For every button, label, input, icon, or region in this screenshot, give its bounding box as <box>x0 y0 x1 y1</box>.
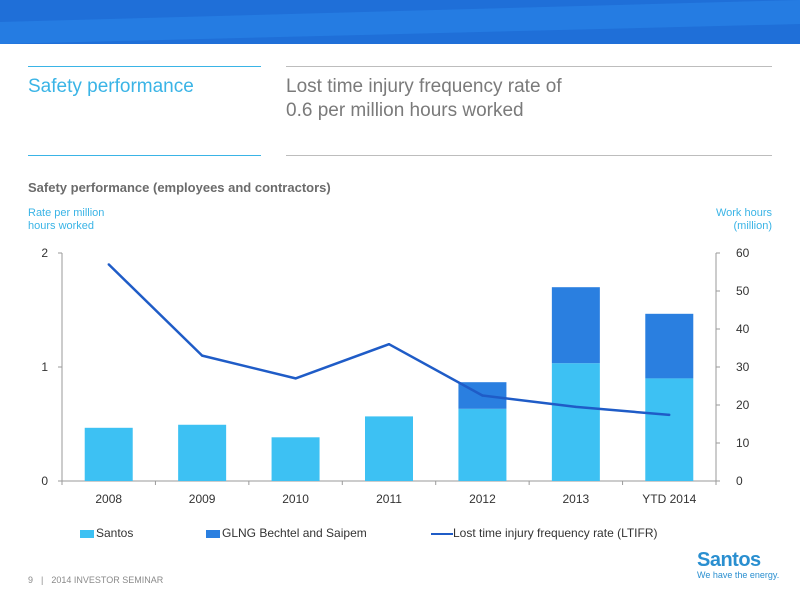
x-tick-label: 2010 <box>282 492 309 506</box>
right-tick-label: 50 <box>736 284 750 298</box>
right-tick-label: 60 <box>736 246 750 260</box>
bar-glng <box>551 287 600 364</box>
right-tick-label: 10 <box>736 436 750 450</box>
page-number: 9 <box>28 575 34 585</box>
ltifr-point <box>200 354 204 357</box>
ltifr-point <box>294 377 297 380</box>
ltifr-point <box>668 413 671 417</box>
footer: 9 | 2014 INVESTOR SEMINAR <box>28 575 163 585</box>
right-tick-label: 0 <box>736 474 743 488</box>
legend-label-ltifr: Lost time injury frequency rate (LTIFR) <box>453 526 658 540</box>
logo-brand: Santos <box>697 549 761 571</box>
header-band <box>0 0 800 44</box>
santos-logo: Santos We have the energy. <box>697 549 779 580</box>
ltifr-point <box>481 394 484 397</box>
right-tick-label: 40 <box>736 322 750 336</box>
right-tick-label: 30 <box>736 360 750 374</box>
legend-item-santos: Santos <box>80 526 200 542</box>
section-title-rule-bottom <box>28 155 261 156</box>
left-tick-label: 2 <box>41 246 48 260</box>
x-tick-label: 2008 <box>95 492 122 506</box>
legend-label-glng: GLNG Bechtel and Saipem <box>222 526 367 540</box>
headline-rule-top <box>286 66 772 67</box>
left-axis-label-line-2: hours worked <box>28 220 95 232</box>
ltifr-point <box>107 263 110 266</box>
bar-santos <box>178 424 227 481</box>
right-tick-label: 20 <box>736 398 750 412</box>
bar-santos <box>551 363 600 481</box>
legend-swatch-glng <box>206 530 220 538</box>
chart-title: Safety performance (employees and contra… <box>28 180 331 195</box>
left-axis-label: Rate per million hours worked <box>28 207 104 233</box>
x-tick-label: 2012 <box>469 492 496 506</box>
footer-separator: | <box>41 575 44 585</box>
section-title-rule-top <box>28 66 261 67</box>
bar-santos <box>645 378 694 481</box>
legend-item-glng: GLNG Bechtel and Saipem <box>206 526 406 542</box>
legend-item-ltifr: Lost time injury frequency rate (LTIFR) <box>431 526 711 542</box>
legend-label-santos: Santos <box>96 526 134 540</box>
x-tick-label: 2011 <box>376 492 402 506</box>
legend-swatch-santos <box>80 530 94 538</box>
bar-santos <box>365 416 413 481</box>
logo-tagline: We have the energy. <box>697 570 780 580</box>
section-title: Safety performance <box>28 76 194 97</box>
bar-glng <box>645 313 694 379</box>
bar-santos <box>84 427 133 481</box>
right-axis-label: Work hours (million) <box>716 207 772 233</box>
right-axis-label-line-1: Work hours <box>715 207 772 219</box>
bar-santos <box>271 437 320 481</box>
ltifr-point <box>574 405 578 409</box>
bar-santos <box>458 408 507 481</box>
ltifr-point <box>387 343 391 346</box>
headline-line-2: 0.6 per million hours worked <box>286 100 524 121</box>
left-tick-label: 1 <box>41 360 48 374</box>
legend-swatch-ltifr <box>431 533 453 535</box>
page-headline: Lost time injury frequency rate of 0.6 p… <box>286 75 706 123</box>
left-tick-label: 0 <box>41 474 48 488</box>
right-axis-label-line-2: (million) <box>733 220 773 232</box>
x-tick-label: 2009 <box>189 492 216 506</box>
left-axis-label-line-1: Rate per million <box>28 207 105 219</box>
x-tick-label: YTD 2014 <box>642 492 696 506</box>
x-tick-label: 2013 <box>563 492 590 506</box>
headline-line-1: Lost time injury frequency rate of <box>286 76 562 97</box>
footer-event: 2014 INVESTOR SEMINAR <box>51 575 164 585</box>
headline-rule-bottom <box>286 155 772 156</box>
